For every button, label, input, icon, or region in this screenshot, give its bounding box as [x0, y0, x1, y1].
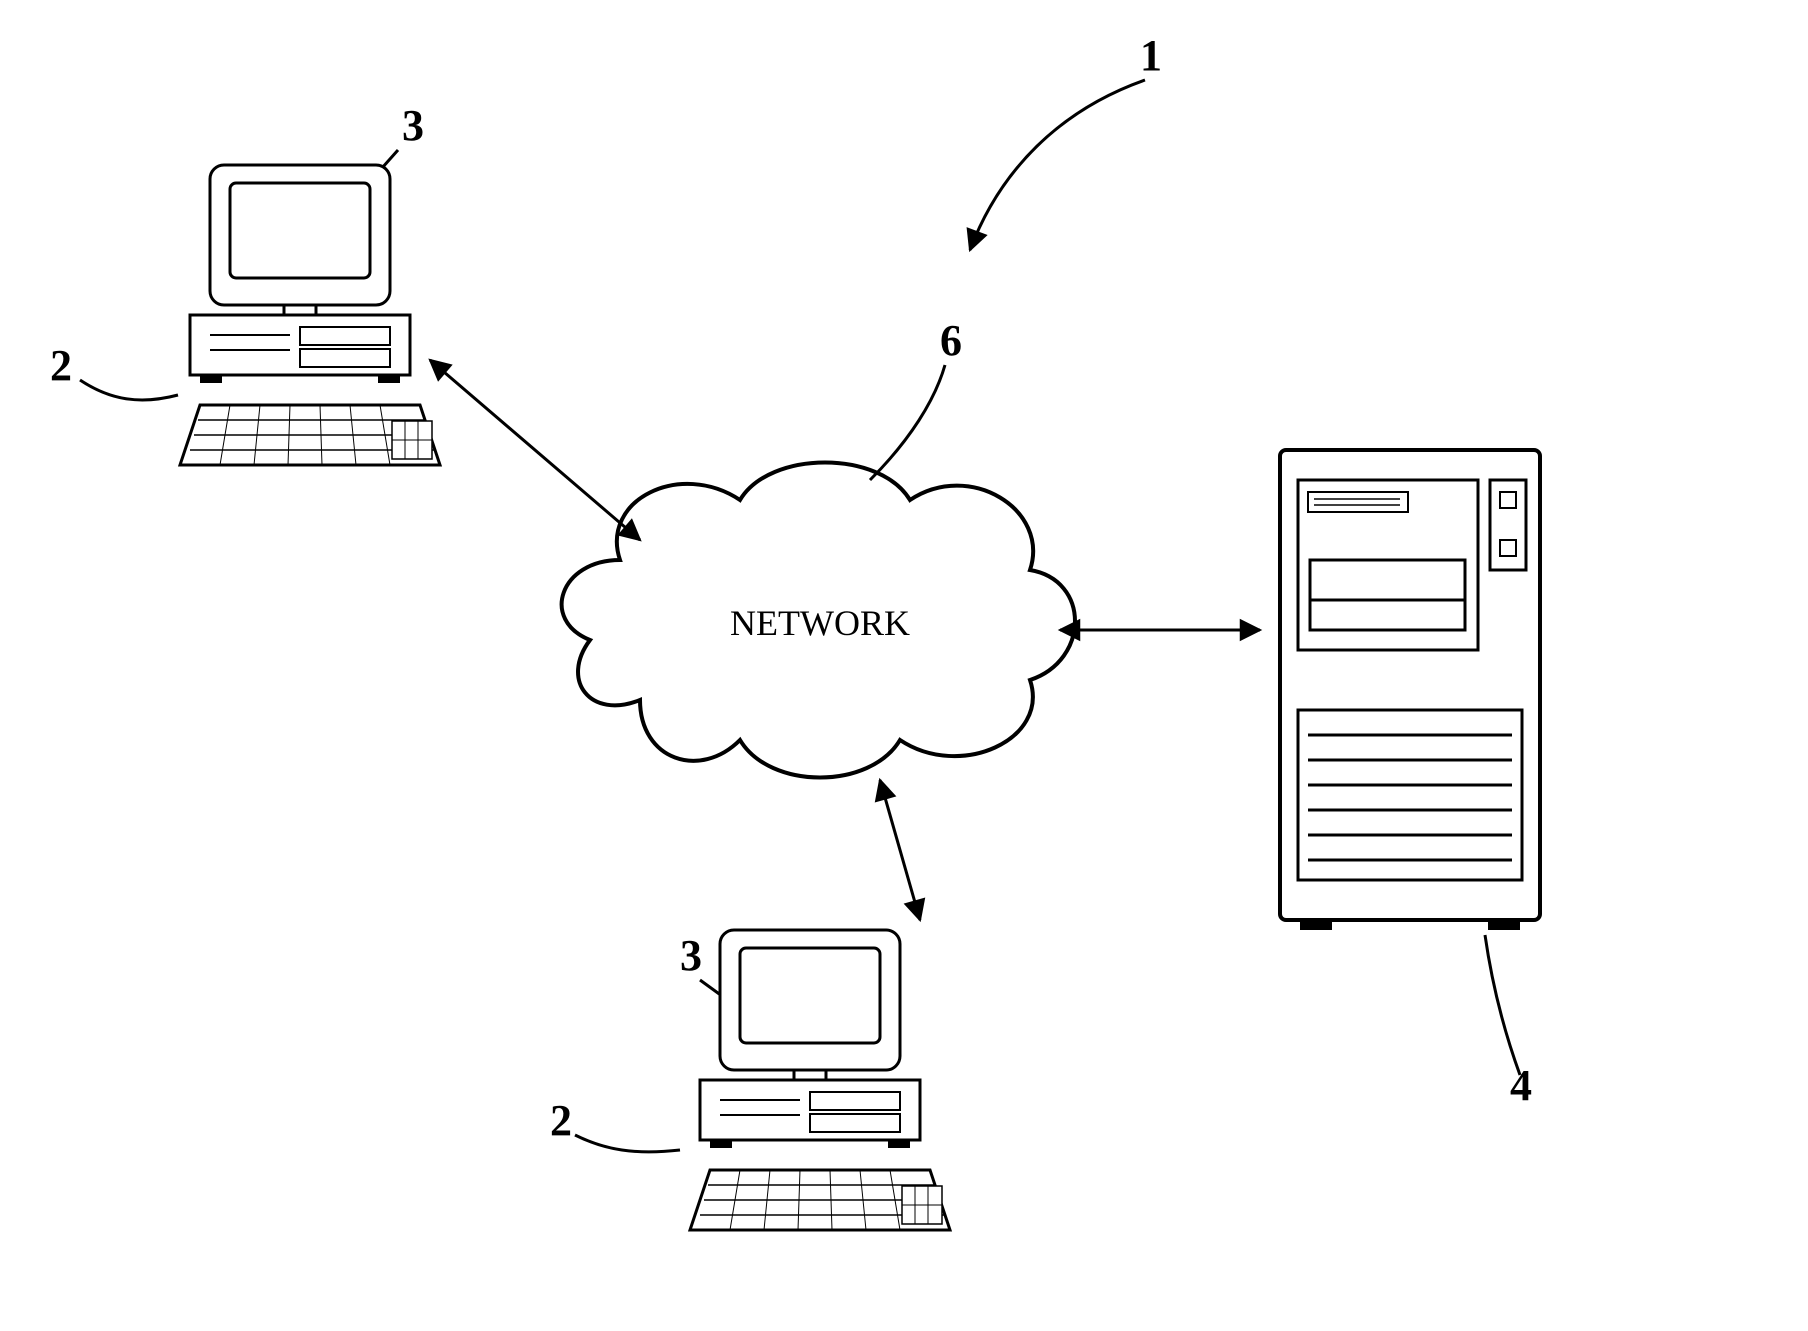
ref-label-2a: 2 — [50, 341, 72, 390]
ref-label-4: 4 — [1510, 1061, 1532, 1110]
ref-label-1: 1 — [1140, 31, 1162, 80]
ref-label-3a: 3 — [402, 101, 424, 150]
leader-lead-2a — [80, 380, 178, 400]
ref-label-6: 6 — [940, 316, 962, 365]
network-cloud: NETWORK — [562, 463, 1075, 778]
computer-pc1 — [180, 165, 440, 465]
connection-pc2-net — [880, 780, 920, 920]
leader-lead-1 — [970, 80, 1145, 250]
ref-label-2b: 2 — [550, 1096, 572, 1145]
leader-lead-2b — [575, 1135, 680, 1152]
network-cloud-label: NETWORK — [730, 603, 910, 643]
server-server — [1280, 450, 1540, 930]
leader-lead-6 — [870, 365, 945, 480]
leader-lead-4 — [1485, 935, 1520, 1075]
connection-pc1-net — [430, 360, 640, 540]
ref-label-3b: 3 — [680, 931, 702, 980]
computer-pc2 — [690, 930, 950, 1230]
